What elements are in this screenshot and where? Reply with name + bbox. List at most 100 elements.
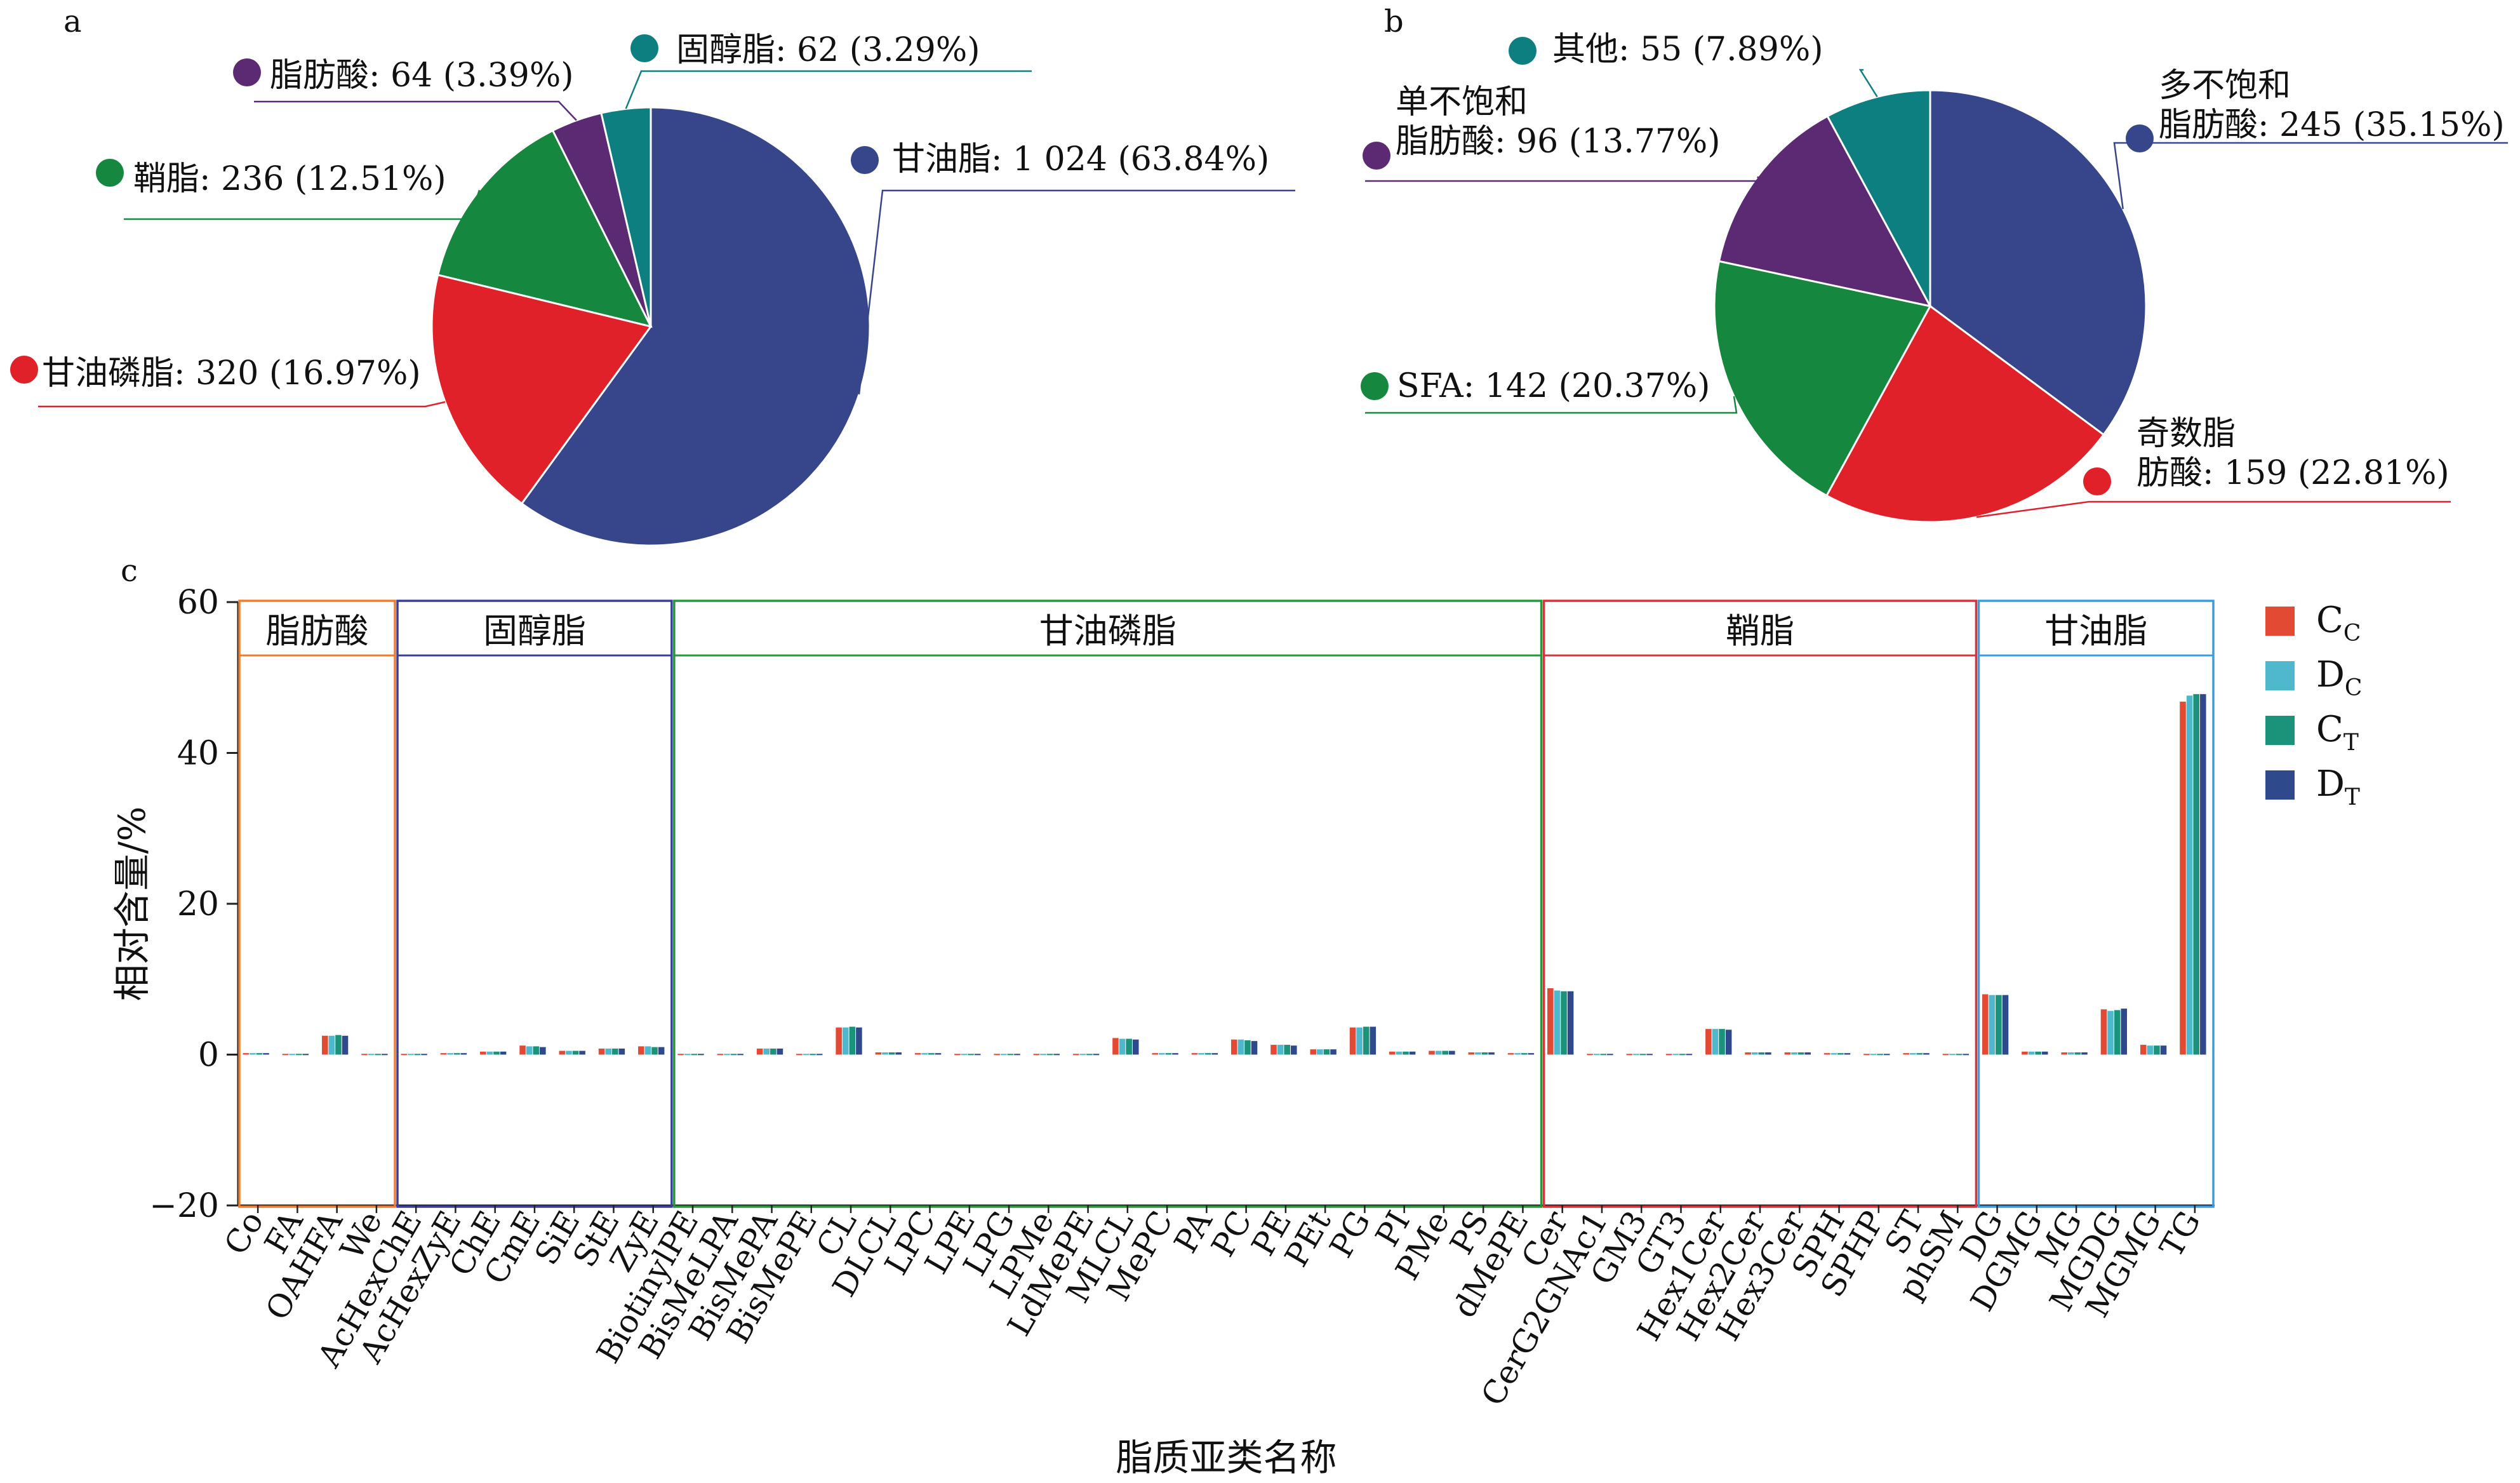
bar-PA-CT xyxy=(1204,1053,1211,1055)
pie-a-slice-label-2: 甘油磷脂: 320 (16.97%) xyxy=(42,354,421,393)
bar-MGMG-DC xyxy=(2147,1045,2154,1055)
bar-DLCL-CT xyxy=(888,1052,895,1055)
pie-a-legend-dot-5 xyxy=(630,34,658,62)
bar-LPMe-CC xyxy=(1033,1054,1040,1056)
bar-TG-CT xyxy=(2193,694,2199,1055)
group-label-1: 脂肪酸 xyxy=(266,611,369,651)
bar-MGDG-DC xyxy=(2107,1010,2114,1055)
bar-LPE-DC xyxy=(961,1054,968,1056)
bar-PA-CC xyxy=(1191,1053,1198,1055)
bar-BisMeLPA-CC xyxy=(717,1054,724,1056)
bar-BisMeLPA-CT xyxy=(730,1054,737,1056)
bar-PS-CT xyxy=(1481,1052,1488,1055)
bar-SPH-CT xyxy=(1837,1053,1844,1055)
bar-MG-DC xyxy=(2068,1052,2074,1055)
bar-BisMePA-DT xyxy=(777,1049,783,1055)
bar-PG-DC xyxy=(1356,1027,1363,1055)
bar-GT3-CC xyxy=(1665,1054,1672,1056)
y-tick-label: 0 xyxy=(198,1037,219,1075)
legend-label-4: DT xyxy=(2316,763,2360,810)
bar-MGMG-CT xyxy=(2154,1045,2160,1055)
bar-MLCL-CT xyxy=(1126,1038,1132,1055)
bar-PE-DC xyxy=(1277,1045,1284,1055)
bar-PI-CC xyxy=(1389,1051,1396,1055)
bar-We-CT xyxy=(375,1054,381,1056)
bar-TG-CC xyxy=(2180,701,2186,1055)
y-tick-label: 20 xyxy=(177,885,219,923)
bar-Hex2Cer-CC xyxy=(1745,1052,1751,1055)
pie-a-slice-label-3: 鞘脂: 236 (12.51%) xyxy=(133,160,446,198)
bar-OAHFA-CT xyxy=(335,1035,342,1055)
pie-a-legend-dot-3 xyxy=(96,159,124,187)
bar-PS-DT xyxy=(1488,1052,1495,1055)
bar-OAHFA-CC xyxy=(321,1035,328,1055)
bar-AcHexChE-CC xyxy=(401,1054,408,1056)
bar-PEt-DT xyxy=(1330,1049,1337,1055)
bar-PMe-CC xyxy=(1429,1050,1435,1055)
bar-CL-CT xyxy=(849,1026,856,1055)
bar-ST-DT xyxy=(1923,1053,1930,1055)
pie-a-slice-label-5: 固醇脂: 62 (3.29%) xyxy=(676,31,980,69)
bar-ST-CT xyxy=(1916,1053,1923,1055)
bar-Co-CC xyxy=(243,1053,250,1055)
pie-b-slice-label-1-line-1: 多不饱和 xyxy=(2159,67,2291,105)
bar-CL-CC xyxy=(836,1027,842,1055)
bar-MGMG-DT xyxy=(2160,1045,2167,1055)
pie-b-slice-label-2-line-1: 奇数脂 xyxy=(2137,415,2236,453)
bar-We-DT xyxy=(382,1054,388,1056)
bar-BisMePE-DC xyxy=(803,1054,810,1056)
bar-DGMG-DT xyxy=(2041,1051,2048,1055)
bar-ST-DC xyxy=(1909,1053,1916,1055)
bar-SPHP-CC xyxy=(1863,1054,1870,1056)
bar-DG-DC xyxy=(1989,995,1996,1055)
bar-CmE-DC xyxy=(526,1046,533,1055)
bar-BisMePA-CC xyxy=(756,1049,763,1055)
bar-CerG2GNAc1-CC xyxy=(1587,1054,1593,1056)
bar-FA-CT xyxy=(295,1054,302,1056)
bar-DGMG-CT xyxy=(2035,1051,2041,1055)
bar-DGMG-DC xyxy=(2028,1051,2035,1055)
pie-b-legend-dot-2 xyxy=(2083,467,2111,495)
pie-a-legend-dot-2 xyxy=(10,356,38,384)
bar-StE-CT xyxy=(611,1049,618,1055)
group-box-2 xyxy=(396,600,673,1208)
bar-MG-CC xyxy=(2061,1052,2068,1055)
bar-BisMePA-CT xyxy=(770,1049,777,1055)
bar-LPG-DC xyxy=(1001,1054,1007,1056)
legend-label-1: CC xyxy=(2316,600,2361,647)
bar-Hex3Cer-DC xyxy=(1791,1052,1797,1055)
bar-LPE-CT xyxy=(968,1054,974,1056)
pie-a-slice-5 xyxy=(600,106,652,327)
bar-SPH-DT xyxy=(1844,1053,1851,1055)
bar-LPMe-CT xyxy=(1046,1054,1053,1056)
bar-PA-DT xyxy=(1211,1053,1218,1055)
group-label-2: 固醇脂 xyxy=(483,611,586,651)
bar-Hex1Cer-CT xyxy=(1719,1029,1725,1055)
legend-swatch-2 xyxy=(2265,661,2295,690)
pie-b-slice-4 xyxy=(1717,114,1932,308)
bar-PMe-DC xyxy=(1435,1050,1442,1055)
pie-b-slice-3 xyxy=(1713,260,1932,497)
y-tick-label: −20 xyxy=(149,1187,219,1225)
bar-CerG2GNAc1-DT xyxy=(1607,1054,1613,1056)
bar-LPE-DT xyxy=(974,1054,981,1056)
bar-OAHFA-DC xyxy=(328,1035,335,1055)
bar-MGDG-CT xyxy=(2114,1010,2121,1055)
bar-Hex3Cer-DT xyxy=(1804,1052,1811,1055)
pie-a-slice-label-4: 脂肪酸: 64 (3.39%) xyxy=(270,57,574,95)
group-label-3: 甘油磷脂 xyxy=(1039,611,1177,651)
bar-DLCL-DT xyxy=(895,1052,902,1055)
bar-Co-DT xyxy=(263,1053,269,1055)
bar-LdMePE-CC xyxy=(1072,1054,1079,1056)
bar-Hex3Cer-CT xyxy=(1797,1052,1804,1055)
bar-PI-CT xyxy=(1403,1051,1409,1055)
pie-b-slice-5 xyxy=(1826,89,1931,307)
pie-b-slice-label-4-line-2: 脂肪酸: 96 (13.77%) xyxy=(1396,123,1721,161)
bar-ZyE-CT xyxy=(651,1047,658,1055)
bar-ChE-CC xyxy=(480,1051,486,1055)
bar-AcHexChE-DT xyxy=(421,1054,427,1056)
group-box-1 xyxy=(238,600,396,1208)
pie-b-legend-dot-1 xyxy=(2126,124,2154,152)
bar-phSM-CC xyxy=(1942,1054,1949,1056)
bar-PS-DC xyxy=(1475,1052,1481,1055)
